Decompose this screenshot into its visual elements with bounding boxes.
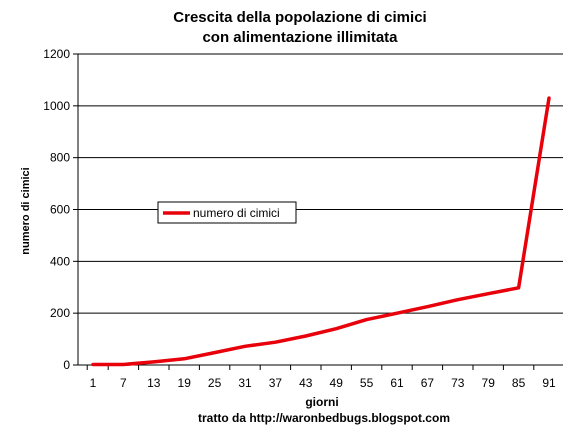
x-tick-label: 49 [330,376,344,390]
source-note: tratto da http://waronbedbugs.blogspot.c… [198,411,450,425]
x-tick-label: 61 [390,376,404,390]
x-axis-label: giorni [305,395,338,409]
y-tick-label: 1000 [43,99,70,113]
axes [73,53,563,370]
grid-lines [78,53,563,314]
y-tick-label: 600 [50,203,70,217]
x-tick-label: 1 [90,376,97,390]
x-tick-label: 79 [482,376,496,390]
y-tick-label: 400 [50,254,70,268]
x-tick-label: 7 [120,376,127,390]
x-tick-label: 85 [512,376,526,390]
y-axis-label: numero di cimici [20,167,32,254]
y-tick-labels: 0 200 400 600 800 1000 1200 [43,47,70,372]
x-tick-label: 31 [238,376,252,390]
series-line [91,96,551,367]
x-tick-label: 43 [299,376,313,390]
legend-entry: numero di cimici [193,206,280,220]
legend-box [157,201,297,224]
series-lines [91,96,551,367]
x-tick-label: 13 [147,376,161,390]
x-tick-label: 91 [542,376,556,390]
x-tick-label: 73 [451,376,465,390]
x-tick-label: 55 [360,376,374,390]
y-tick-label: 0 [63,358,70,372]
y-tick-label: 200 [50,306,70,320]
chart-title-line-1: Crescita della popolazione di cimici [173,9,427,26]
legend: numero di cimici [157,201,297,224]
x-tick-label: 25 [208,376,222,390]
y-tick-label: 1200 [43,47,70,61]
x-tick-label: 37 [269,376,283,390]
chart-title: Crescita della popolazione di cimici con… [140,8,460,48]
chart-title-line-2: con alimentazione illimitata [202,29,398,46]
x-tick-label: 19 [178,376,192,390]
y-tick-label: 800 [50,151,70,165]
x-tick-label: 67 [421,376,435,390]
x-tick-labels: 1 7 13 19 25 31 37 43 49 55 61 67 73 79 85 91 [90,376,556,390]
